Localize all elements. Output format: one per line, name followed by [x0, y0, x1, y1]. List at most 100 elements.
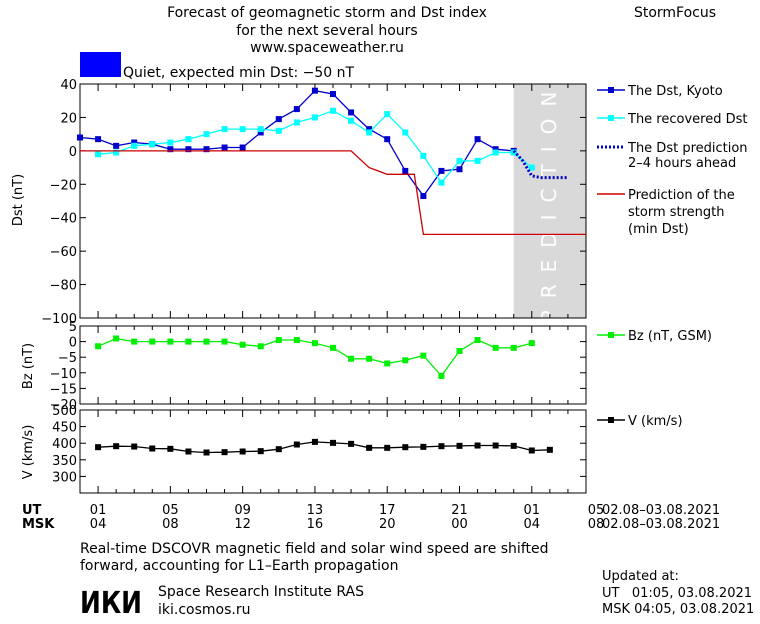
data-point	[113, 335, 120, 342]
data-point	[366, 444, 373, 451]
data-point	[131, 139, 138, 146]
data-point	[221, 449, 228, 456]
bz-panel: 50−5−10−15−20	[50, 320, 587, 413]
data-point	[275, 446, 282, 453]
status-label: Quiet, expected min Dst: −50 nT	[123, 65, 355, 81]
legend-dst-recovered: The recovered Dst	[627, 112, 747, 127]
legend-storm-strength-2: storm strength	[628, 205, 725, 220]
msk-tick-label: 04	[90, 517, 107, 532]
data-point	[420, 352, 427, 359]
institute-name: Space Research Institute RAS	[158, 584, 364, 600]
data-point	[420, 192, 427, 199]
data-point	[420, 152, 427, 159]
y-tick-label: 40	[60, 78, 77, 93]
series-line	[80, 150, 586, 236]
data-point	[384, 444, 391, 451]
iki-logo: ИКИ	[80, 586, 142, 620]
bz-axis-label: Bz (nT)	[21, 343, 36, 389]
y-tick-label: −40	[50, 212, 77, 227]
data-point	[311, 114, 318, 121]
brand-label: StormFocus	[634, 5, 716, 21]
data-point	[546, 446, 553, 453]
data-point	[510, 344, 517, 351]
data-point	[311, 438, 318, 445]
dst-axis-label: Dst (nT)	[11, 174, 26, 226]
data-point	[167, 338, 174, 345]
data-point	[456, 347, 463, 354]
msk-tick-label: 12	[234, 517, 251, 532]
legend: The Dst, Kyoto The recovered Dst The Dst…	[597, 84, 748, 429]
y-tick-label: −5	[58, 351, 77, 366]
data-point	[221, 126, 228, 133]
footer-note-1: Real-time DSCOVR magnetic field and sola…	[80, 541, 549, 557]
ut-tick-label: 01	[90, 503, 107, 518]
data-point	[438, 372, 445, 379]
y-tick-label: 500	[52, 404, 77, 419]
data-point	[384, 360, 391, 367]
data-point	[293, 106, 300, 113]
data-point	[474, 157, 481, 164]
legend-marker-bz	[608, 332, 614, 338]
data-point	[402, 129, 409, 136]
data-point	[420, 443, 427, 450]
legend-marker-dst-kyoto	[608, 87, 614, 93]
legend-bz: Bz (nT, GSM)	[628, 329, 712, 344]
msk-range: 02.08–03.08.2021	[602, 517, 720, 532]
data-point	[113, 142, 120, 149]
data-point	[257, 448, 264, 455]
data-point	[293, 119, 300, 126]
institute-website: iki.cosmos.ru	[158, 602, 250, 618]
y-tick-label: −10	[50, 367, 77, 382]
data-point	[528, 447, 535, 454]
msk-tick-label: 08	[162, 517, 179, 532]
data-point	[203, 449, 210, 456]
data-point	[113, 443, 120, 450]
prediction-label: PREDICTION	[537, 80, 561, 323]
data-point	[348, 109, 355, 116]
ut-tick-label: 21	[451, 503, 468, 518]
chart-title-line-3: www.spaceweather.ru	[250, 40, 404, 56]
data-point	[203, 131, 210, 138]
ut-label: UT	[22, 503, 42, 518]
data-point	[167, 445, 174, 452]
ut-tick-label: 09	[234, 503, 251, 518]
data-point	[492, 149, 499, 156]
data-point	[456, 166, 463, 173]
y-tick-label: 5	[69, 320, 77, 335]
data-point	[167, 146, 174, 153]
ut-tick-label: 13	[307, 503, 324, 518]
data-point	[239, 341, 246, 348]
data-point	[149, 141, 156, 148]
data-point	[95, 136, 102, 143]
updated-ut: UT 01:05, 03.08.2021	[602, 586, 752, 601]
time-axis: UT MSK 02.08–03.08.2021 02.08–03.08.2021…	[22, 503, 720, 532]
data-point	[95, 343, 102, 350]
data-point	[131, 142, 138, 149]
data-point	[149, 338, 156, 345]
data-point	[311, 87, 318, 94]
series-line	[512, 149, 568, 180]
ut-tick-label: 05	[162, 503, 179, 518]
ut-tick-label: 05	[588, 503, 605, 518]
data-point	[221, 144, 228, 151]
y-tick-label: 0	[69, 145, 77, 160]
data-point	[185, 146, 192, 153]
ut-tick-label: 01	[524, 503, 541, 518]
data-point	[311, 340, 318, 347]
data-point	[528, 340, 535, 347]
data-point	[257, 129, 264, 136]
y-tick-label: −20	[50, 178, 77, 193]
legend-marker-v	[608, 417, 614, 423]
data-point	[239, 448, 246, 455]
data-point	[239, 144, 246, 151]
data-point	[275, 116, 282, 123]
chart-title-line-2: for the next several hours	[236, 23, 417, 39]
data-point	[474, 442, 481, 449]
data-point	[402, 444, 409, 451]
data-point	[330, 344, 336, 351]
prediction-band	[513, 84, 586, 318]
y-tick-label: −80	[50, 279, 77, 294]
data-point	[131, 443, 138, 450]
